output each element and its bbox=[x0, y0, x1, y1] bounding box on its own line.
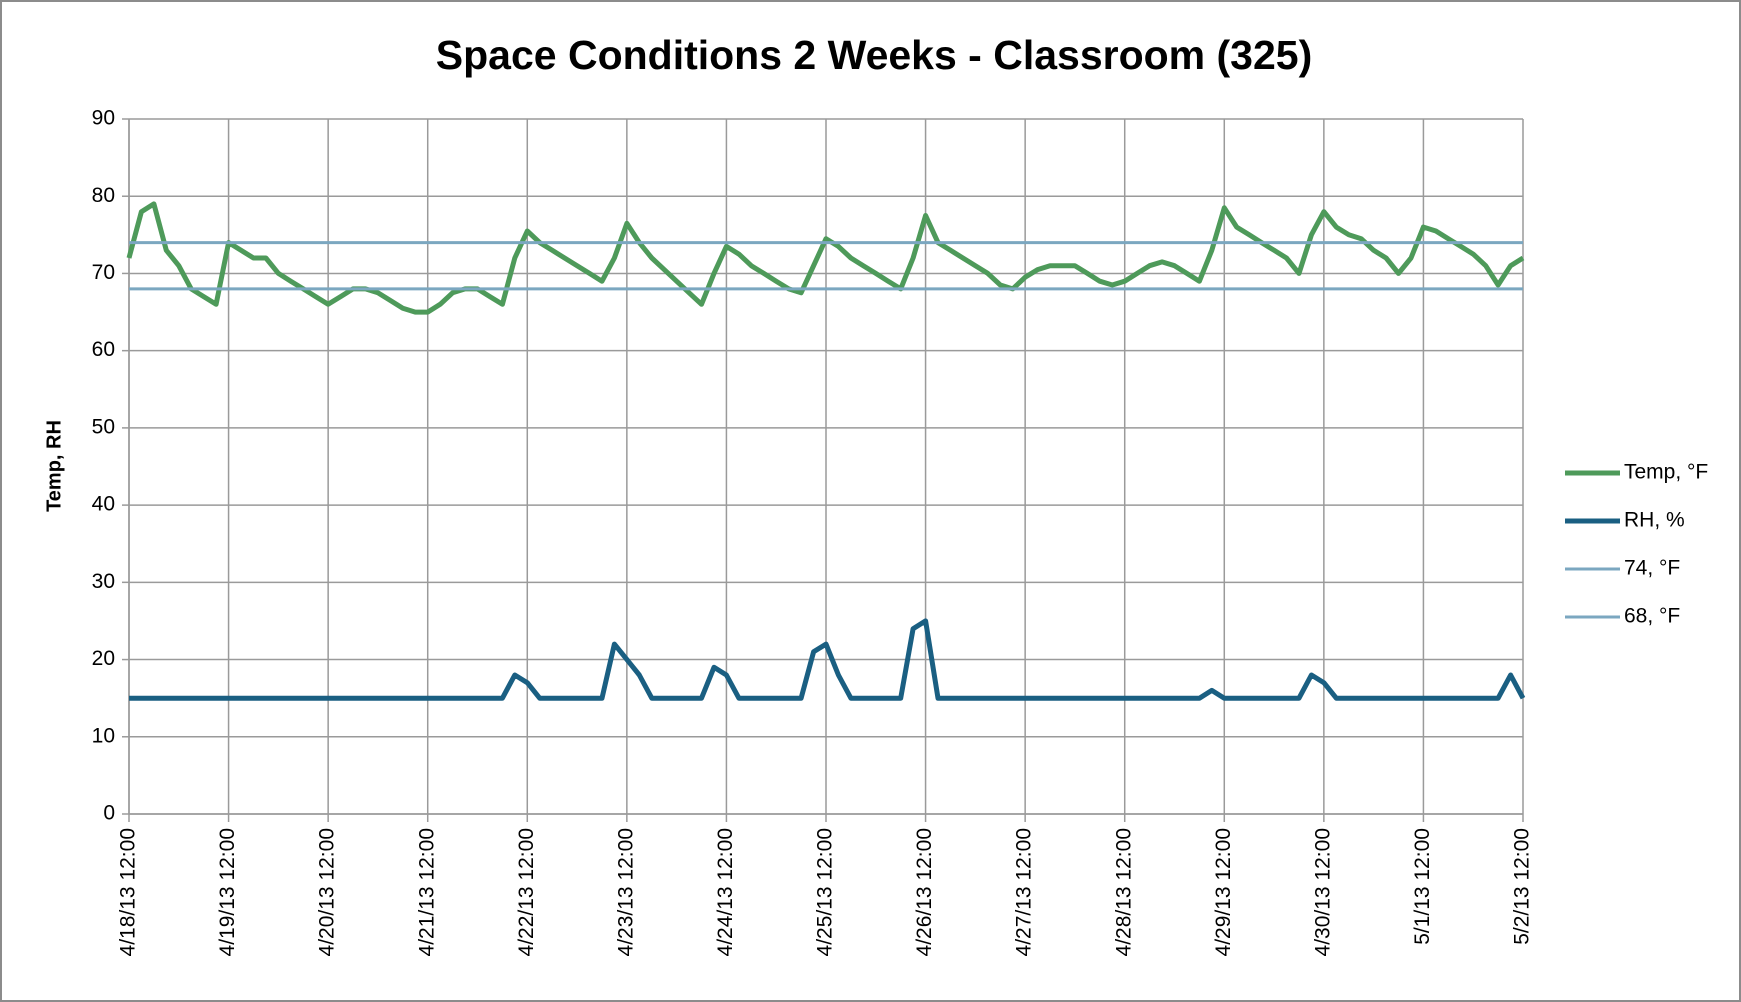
x-tick-label: 4/23/13 12:00 bbox=[614, 828, 637, 956]
y-tick-label: 70 bbox=[92, 261, 115, 284]
legend-label: RH, % bbox=[1624, 509, 1685, 532]
y-tick-label: 90 bbox=[92, 107, 115, 130]
y-tick-label: 30 bbox=[92, 570, 115, 593]
x-tick-label: 4/25/13 12:00 bbox=[814, 828, 837, 956]
x-tick-label: 5/2/13 12:00 bbox=[1511, 828, 1534, 945]
legend-label: 68, °F bbox=[1624, 605, 1680, 628]
y-tick-label: 0 bbox=[103, 802, 115, 825]
y-tick-label: 50 bbox=[92, 415, 115, 438]
x-tick-label: 4/19/13 12:00 bbox=[216, 828, 239, 956]
x-tick-label: 5/1/13 12:00 bbox=[1411, 828, 1434, 945]
x-tick-label: 4/22/13 12:00 bbox=[515, 828, 538, 956]
x-tick-label: 4/27/13 12:00 bbox=[1013, 828, 1036, 956]
x-tick-label: 4/26/13 12:00 bbox=[913, 828, 936, 956]
x-tick-label: 4/28/13 12:00 bbox=[1112, 828, 1135, 956]
legend-label: Temp, °F bbox=[1624, 461, 1708, 484]
y-tick-label: 60 bbox=[92, 338, 115, 361]
x-tick-label: 4/24/13 12:00 bbox=[714, 828, 737, 956]
x-tick-label: 4/18/13 12:00 bbox=[117, 828, 140, 956]
y-tick-label: 40 bbox=[92, 493, 115, 516]
y-tick-label: 80 bbox=[92, 184, 115, 207]
x-tick-label: 4/20/13 12:00 bbox=[316, 828, 339, 956]
y-axis-label: Temp, RH bbox=[43, 420, 65, 512]
x-tick-label: 4/30/13 12:00 bbox=[1311, 828, 1334, 956]
y-tick-label: 20 bbox=[92, 647, 115, 670]
y-tick-label: 10 bbox=[92, 724, 115, 747]
x-tick-label: 4/21/13 12:00 bbox=[415, 828, 438, 956]
legend-label: 74, °F bbox=[1624, 557, 1680, 580]
chart-title: Space Conditions 2 Weeks - Classroom (32… bbox=[436, 32, 1312, 78]
series-line bbox=[129, 618, 1526, 701]
x-tick-label: 4/29/13 12:00 bbox=[1212, 828, 1235, 956]
